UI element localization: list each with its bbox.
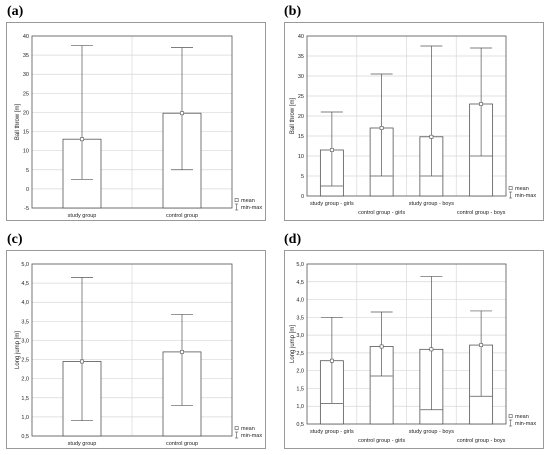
y-tick-label: 2,0	[296, 369, 304, 375]
y-tick-label: 4,0	[296, 298, 304, 304]
y-axis-label: Ball throw [m]	[290, 97, 296, 134]
y-tick-label: 0	[26, 187, 29, 193]
x-tick-label: control group - girls	[358, 438, 405, 444]
y-tick-label: 40	[298, 34, 304, 40]
x-tick-label: study group - girls	[310, 429, 354, 435]
y-tick-label: 4,5	[296, 280, 304, 286]
y-tick-label: 10	[298, 154, 304, 160]
plot-area	[306, 35, 507, 197]
x-tick-label: study group - boys	[409, 429, 454, 435]
y-tick-label: 1,0	[296, 404, 304, 410]
y-tick-label: 30	[298, 74, 304, 80]
legend-minmax-label: min-max	[515, 193, 536, 199]
legend-minmax-label: min-max	[515, 421, 536, 427]
y-tick-label: 20	[23, 110, 29, 116]
y-tick-label: 35	[23, 53, 29, 59]
legend-mean-label: mean	[241, 426, 255, 432]
x-tick-label: study group	[68, 213, 97, 219]
y-tick-label: 3,0	[296, 333, 304, 339]
chart-frame-a	[6, 22, 266, 221]
y-tick-label: 5,0	[296, 262, 304, 268]
chart-2: 0,5 1,0 1,5 2,0 2,5 3,0 3,5 4,0 4,5 5,0 Long jump …	[15, 262, 262, 447]
x-tick-label: study group - girls	[310, 201, 354, 207]
mean-marker	[80, 359, 84, 364]
legend-mean-marker	[508, 186, 513, 191]
mean-marker	[479, 343, 484, 347]
x-tick-label: study group - boys	[409, 201, 454, 207]
plot-area	[31, 35, 233, 209]
legend-mean-marker	[508, 414, 513, 419]
y-tick-label: 30	[23, 72, 29, 78]
mean-marker	[329, 358, 334, 363]
y-tick-label: 20	[298, 114, 304, 120]
x-tick-label: control group - boys	[457, 210, 506, 216]
y-tick-label: 25	[298, 94, 304, 100]
y-tick-label: 3,0	[21, 338, 29, 344]
y-tick-label: 15	[23, 130, 29, 136]
y-tick-label: 2,0	[21, 377, 29, 383]
legend-mean-label: mean	[515, 186, 529, 192]
x-tick-label: control group	[166, 441, 198, 447]
y-tick-label: 4,0	[21, 300, 29, 306]
y-axis-label: Long jump [m]	[15, 331, 21, 369]
y-tick-label: 0	[301, 194, 304, 200]
mean-marker	[80, 137, 84, 142]
y-axis-label: Ball throw [m]	[15, 103, 21, 140]
chart-frame-d	[284, 250, 544, 449]
legend-mean-marker	[234, 426, 239, 431]
y-tick-label: 15	[298, 134, 304, 140]
y-tick-label: 4,5	[21, 281, 29, 287]
y-tick-label: 1,5	[296, 386, 304, 392]
y-tick-label: 2,5	[296, 351, 304, 357]
y-tick-label: 1,5	[21, 396, 29, 402]
y-tick-label: 5	[26, 168, 29, 174]
legend-mean-label: mean	[515, 414, 529, 420]
chart-frame-c	[6, 250, 266, 449]
y-tick-label: 5	[301, 174, 304, 180]
mean-marker	[180, 350, 184, 354]
y-tick-label: 0,5	[296, 422, 304, 428]
mean-marker	[180, 111, 184, 116]
panel-label-c: (c)	[7, 232, 23, 247]
y-tick-label: 2,5	[21, 358, 29, 364]
legend-minmax-label: min-max	[241, 433, 262, 439]
x-tick-label: control group - boys	[457, 438, 506, 444]
x-tick-label: control group - girls	[358, 210, 405, 216]
legend-mean-marker	[234, 198, 239, 203]
mean-marker	[429, 347, 434, 352]
x-tick-label: control group	[166, 213, 198, 219]
y-tick-label: 40	[23, 34, 29, 40]
legend-minmax-label: min-max	[241, 205, 262, 211]
panel-label-d: (d)	[284, 232, 302, 247]
mean-marker	[329, 148, 334, 152]
chart-3: 0,5 1,0 1,5 2,0 2,5 3,0 3,5 4,0 4,5 5,0 Long jump …	[290, 262, 536, 444]
chart-frame-b	[284, 22, 544, 221]
y-tick-label: 35	[298, 54, 304, 60]
mean-marker	[429, 134, 434, 139]
chart-1: 0 5 10 15 20 25 30 35 40 Ball throw [m] study grou…	[290, 34, 536, 216]
plot-area	[31, 263, 233, 437]
mean-marker	[379, 344, 384, 349]
plot-area	[306, 263, 507, 425]
mean-marker	[379, 126, 384, 130]
y-tick-label: 3,5	[21, 319, 29, 325]
y-axis-label: Long jump [m]	[290, 325, 296, 363]
y-tick-label: 10	[23, 149, 29, 155]
y-tick-label: 0,5	[21, 434, 29, 440]
y-tick-label: 1,0	[21, 415, 29, 421]
chart-0: -5 0 5 10 15 20 25 30 35 40 Ball throw [m] study gr…	[15, 34, 262, 219]
y-tick-label: -5	[24, 206, 29, 212]
x-tick-label: study group	[68, 441, 97, 447]
panel-label-a: (a)	[7, 4, 24, 19]
y-tick-label: 25	[23, 91, 29, 97]
y-tick-label: 5,0	[21, 262, 29, 268]
mean-marker	[479, 102, 484, 106]
panel-label-b: (b)	[284, 4, 302, 19]
y-tick-label: 3,5	[296, 315, 304, 321]
legend-mean-label: mean	[241, 198, 255, 204]
